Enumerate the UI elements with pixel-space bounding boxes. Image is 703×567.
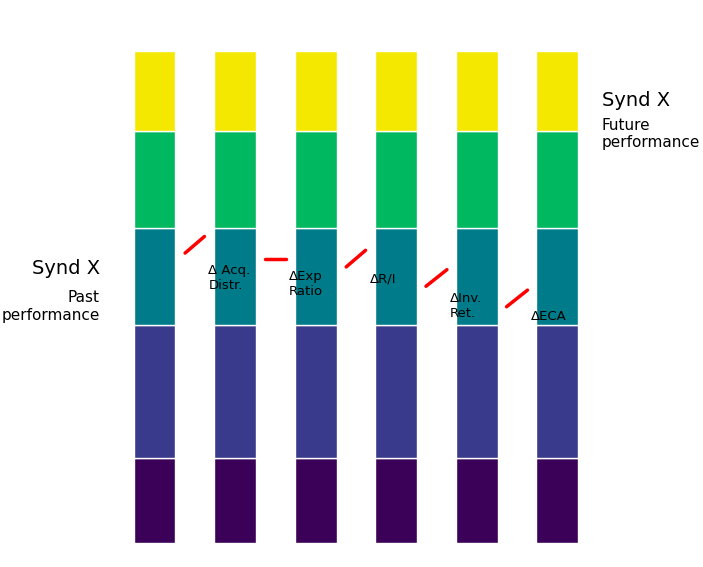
- Bar: [295, 325, 337, 458]
- Bar: [375, 458, 417, 544]
- Text: Δ Acq.
Distr.: Δ Acq. Distr.: [209, 264, 251, 292]
- Bar: [375, 132, 417, 228]
- Bar: [536, 325, 579, 458]
- Bar: [295, 228, 337, 325]
- Bar: [134, 458, 176, 544]
- Bar: [214, 325, 256, 458]
- Bar: [456, 51, 498, 132]
- Text: Synd X: Synd X: [602, 91, 670, 111]
- Bar: [134, 228, 176, 325]
- Bar: [375, 228, 417, 325]
- Bar: [214, 458, 256, 544]
- Text: ΔInv.
Ret.: ΔInv. Ret.: [450, 292, 482, 320]
- Bar: [295, 51, 337, 132]
- Bar: [456, 325, 498, 458]
- Bar: [134, 132, 176, 228]
- Text: Synd X: Synd X: [32, 259, 100, 278]
- Text: Past
performance: Past performance: [1, 290, 100, 323]
- Bar: [536, 132, 579, 228]
- Bar: [456, 228, 498, 325]
- Bar: [214, 132, 256, 228]
- Bar: [456, 132, 498, 228]
- Bar: [134, 325, 176, 458]
- Bar: [214, 228, 256, 325]
- Bar: [295, 458, 337, 544]
- Bar: [134, 51, 176, 132]
- Bar: [536, 228, 579, 325]
- Bar: [214, 51, 256, 132]
- Bar: [536, 458, 579, 544]
- Text: ΔECA: ΔECA: [531, 310, 567, 323]
- Bar: [375, 325, 417, 458]
- Bar: [295, 132, 337, 228]
- Bar: [375, 51, 417, 132]
- Bar: [536, 51, 579, 132]
- Text: ΔExp
Ratio: ΔExp Ratio: [289, 270, 323, 298]
- Text: Future
performance: Future performance: [602, 117, 700, 150]
- Text: ΔR/I: ΔR/I: [370, 272, 396, 285]
- Bar: [456, 458, 498, 544]
